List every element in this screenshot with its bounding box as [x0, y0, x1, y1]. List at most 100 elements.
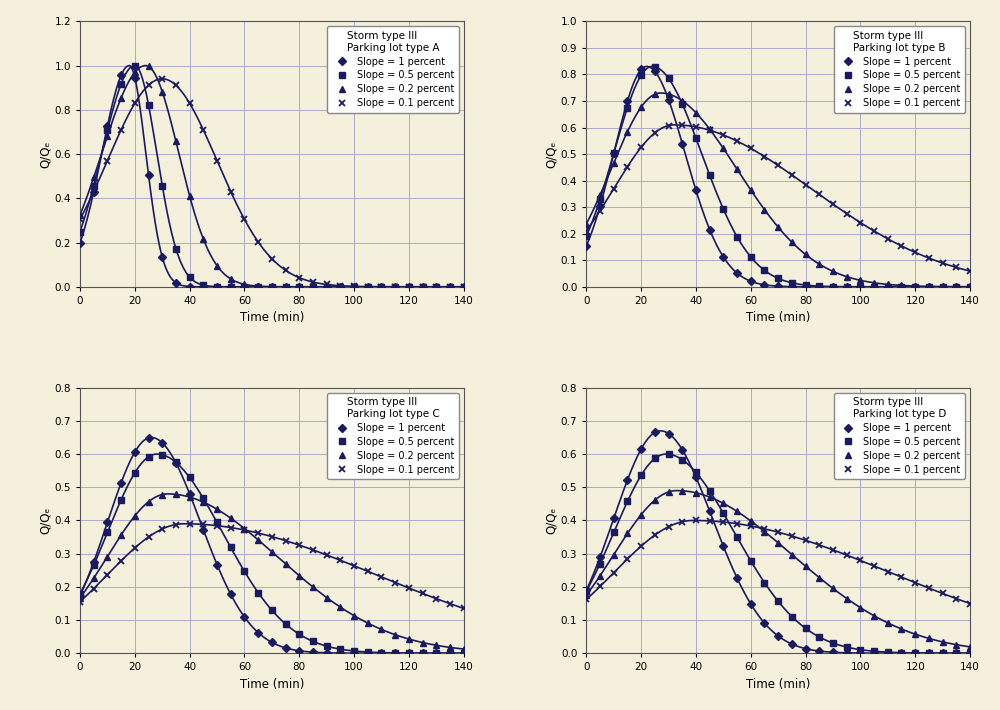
Slope = 0.5 percent	[211, 283, 223, 291]
Slope = 0.2 percent	[621, 529, 633, 537]
Slope = 0.1 percent	[444, 283, 456, 291]
Line: Slope = 0.5 percent: Slope = 0.5 percent	[584, 64, 973, 290]
Slope = 0.5 percent	[321, 283, 333, 291]
Slope = 0.5 percent	[115, 496, 127, 504]
Line: Slope = 0.5 percent: Slope = 0.5 percent	[77, 452, 466, 656]
Slope = 1 percent	[156, 439, 168, 447]
Slope = 1 percent	[389, 283, 401, 291]
Slope = 0.1 percent	[293, 273, 305, 282]
Slope = 0.5 percent	[375, 648, 387, 657]
Slope = 0.2 percent	[745, 186, 757, 195]
Slope = 0.2 percent	[334, 283, 346, 291]
Slope = 0.1 percent	[690, 123, 702, 131]
Slope = 0.1 percent	[197, 520, 209, 529]
Slope = 0.1 percent	[252, 529, 264, 537]
Slope = 0.1 percent	[156, 525, 168, 533]
Slope = 1 percent	[827, 648, 839, 657]
Line: Slope = 1 percent: Slope = 1 percent	[584, 67, 973, 290]
Slope = 0.1 percent	[731, 520, 743, 528]
Slope = 0.5 percent	[731, 533, 743, 542]
Slope = 1 percent	[621, 476, 633, 484]
Slope = 0.5 percent	[101, 528, 113, 537]
Slope = 0.2 percent	[225, 275, 237, 283]
Slope = 0.1 percent	[937, 259, 949, 268]
Slope = 0.2 percent	[854, 276, 866, 285]
Slope = 0.2 percent	[745, 517, 757, 525]
Slope = 0.5 percent	[717, 509, 729, 518]
Slope = 0.1 percent	[663, 121, 675, 130]
Slope = 0.2 percent	[225, 514, 237, 523]
Slope = 1 percent	[307, 283, 319, 291]
Slope = 0.1 percent	[307, 545, 319, 554]
Slope = 0.5 percent	[964, 649, 976, 657]
Slope = 0.2 percent	[800, 250, 812, 258]
Slope = 0.1 percent	[430, 283, 442, 291]
Slope = 1 percent	[375, 649, 387, 657]
Slope = 0.5 percent	[649, 454, 661, 463]
Slope = 1 percent	[238, 283, 250, 291]
Slope = 1 percent	[143, 170, 155, 179]
Slope = 0.5 percent	[307, 637, 319, 645]
Slope = 1 percent	[690, 473, 702, 481]
Slope = 0.5 percent	[129, 61, 141, 70]
Line: Slope = 0.1 percent: Slope = 0.1 percent	[583, 517, 973, 607]
Slope = 0.1 percent	[321, 280, 333, 289]
Slope = 0.5 percent	[362, 283, 374, 291]
Slope = 0.2 percent	[321, 594, 333, 602]
Slope = 0.5 percent	[594, 559, 606, 568]
Slope = 0.5 percent	[923, 283, 935, 291]
Slope = 0.2 percent	[580, 591, 592, 599]
Slope = 0.1 percent	[608, 185, 620, 193]
Slope = 0.1 percent	[882, 567, 894, 576]
Slope = 1 percent	[895, 649, 907, 657]
Slope = 1 percent	[334, 649, 346, 657]
Slope = 0.2 percent	[211, 505, 223, 513]
Slope = 0.1 percent	[129, 544, 141, 552]
Line: Slope = 1 percent: Slope = 1 percent	[77, 72, 466, 290]
Slope = 1 percent	[923, 649, 935, 657]
Slope = 0.5 percent	[895, 283, 907, 291]
Slope = 0.2 percent	[895, 625, 907, 633]
Slope = 1 percent	[676, 139, 688, 148]
Slope = 0.1 percent	[444, 599, 456, 608]
Line: Slope = 1 percent: Slope = 1 percent	[77, 435, 466, 656]
Slope = 0.2 percent	[937, 283, 949, 291]
Slope = 0.1 percent	[868, 562, 880, 570]
Slope = 1 percent	[321, 283, 333, 291]
Slope = 0.2 percent	[348, 283, 360, 291]
Slope = 1 percent	[156, 253, 168, 261]
Slope = 0.5 percent	[950, 649, 962, 657]
Slope = 0.5 percent	[909, 649, 921, 657]
Slope = 0.1 percent	[854, 218, 866, 226]
Slope = 0.1 percent	[649, 129, 661, 137]
Slope = 1 percent	[895, 283, 907, 291]
Slope = 0.1 percent	[101, 156, 113, 165]
Slope = 0.2 percent	[786, 550, 798, 559]
Slope = 0.1 percent	[417, 589, 429, 598]
Line: Slope = 0.1 percent: Slope = 0.1 percent	[583, 121, 973, 275]
Slope = 0.5 percent	[362, 648, 374, 656]
Slope = 1 percent	[88, 187, 100, 196]
Slope = 0.2 percent	[580, 219, 592, 228]
Slope = 0.5 percent	[964, 283, 976, 291]
Slope = 1 percent	[745, 600, 757, 608]
Slope = 0.2 percent	[280, 283, 292, 291]
Slope = 0.5 percent	[334, 645, 346, 653]
Slope = 0.5 percent	[225, 543, 237, 552]
Slope = 0.5 percent	[197, 281, 209, 290]
Slope = 0.1 percent	[211, 521, 223, 530]
Line: Slope = 0.2 percent: Slope = 0.2 percent	[584, 488, 973, 650]
Slope = 1 percent	[772, 282, 784, 290]
Slope = 0.1 percent	[389, 578, 401, 586]
Slope = 0.5 percent	[293, 283, 305, 291]
Slope = 0.2 percent	[115, 94, 127, 102]
Slope = 0.1 percent	[403, 584, 415, 592]
Slope = 0.2 percent	[197, 235, 209, 244]
Slope = 0.5 percent	[676, 99, 688, 108]
Slope = 0.5 percent	[444, 283, 456, 291]
Slope = 0.5 percent	[649, 62, 661, 71]
Slope = 0.1 percent	[649, 531, 661, 540]
Slope = 0.1 percent	[594, 207, 606, 215]
Slope = 0.5 percent	[704, 171, 716, 180]
Slope = 1 percent	[129, 73, 141, 82]
